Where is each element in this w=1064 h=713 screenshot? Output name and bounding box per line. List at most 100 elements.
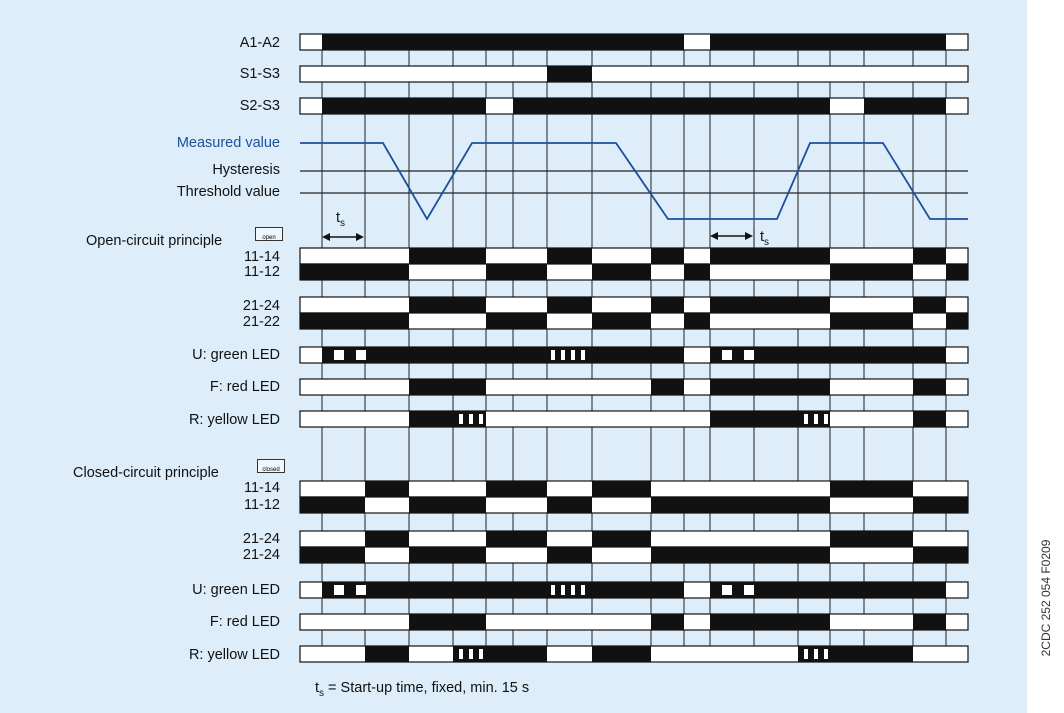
ts-arrow-left-head-b <box>356 233 364 241</box>
bar-open-yellow-pulse-blink-2 <box>479 414 483 424</box>
bar-open-11-a <box>299 247 969 265</box>
bar-open-green-segment-1 <box>710 347 946 363</box>
bar-open-11-b-segment-5 <box>946 264 968 280</box>
bar-open-11-a-segment-3 <box>710 248 830 264</box>
bar-open-21-a-segment-0 <box>409 297 486 313</box>
timing-diagram-panel: A1-A2 S1-S3 S2-S3 Measured value Hystere… <box>0 0 1027 713</box>
label-hysteresis: Hysteresis <box>212 162 280 178</box>
bar-open-11-a-segment-1 <box>547 248 592 264</box>
ts-marker-left-sub: s <box>340 217 346 229</box>
bar-closed-green-start-blink-1 <box>356 585 366 595</box>
bar-open-green-start-blink-1 <box>356 350 366 360</box>
bar-s2s3-segment-0 <box>322 98 486 114</box>
bar-closed-yellow-pulse-blink-1 <box>469 649 473 659</box>
bar-closed-21-a-segment-0 <box>365 531 409 547</box>
bar-open-11-b-segment-1 <box>486 264 547 280</box>
bar-open-21-a <box>299 296 969 314</box>
bar-open-11-a-segment-4 <box>913 248 946 264</box>
label-o-11-14: 11-14 <box>243 249 280 265</box>
bar-closed-green-s1-blink-3 <box>581 585 585 595</box>
bar-closed-21-a-segment-1 <box>486 531 547 547</box>
closed-badge-text: closed <box>262 467 280 473</box>
bar-open-11-b-segment-4 <box>830 264 913 280</box>
measured-value-trace <box>300 142 968 221</box>
bar-open-yellow-pulse2-blink-2 <box>824 414 828 424</box>
bar-s2s3-segment-2 <box>864 98 946 114</box>
bar-open-yellow-pulse2-blink-0 <box>804 414 808 424</box>
bar-open-green-restart-blink-1 <box>744 350 754 360</box>
bar-open-green-s1-blink-2 <box>571 350 575 360</box>
ts-marker-right-t: t <box>760 229 765 245</box>
bar-closed-yellow-segment-1 <box>453 646 547 662</box>
bar-closed-green-s1-blink-0 <box>551 585 555 595</box>
bar-open-21-a-segment-2 <box>651 297 684 313</box>
bar-closed-green-s1-blink-2 <box>571 585 575 595</box>
label-c-green-led: U: green LED <box>192 582 280 598</box>
open-circuit-badge-icon: open <box>255 227 283 241</box>
bar-s1s3-segment-0 <box>547 66 592 82</box>
bar-open-yellow-pulse-blink-1 <box>469 414 473 424</box>
bar-open-red-segment-3 <box>913 379 946 395</box>
bar-closed-21-b-segment-3 <box>651 547 830 563</box>
bar-closed-11-a-segment-1 <box>486 481 547 497</box>
footnote-sub: s <box>319 687 325 699</box>
label-c-yellow-led: R: yellow LED <box>188 647 280 663</box>
bar-open-21-b-segment-1 <box>486 313 547 329</box>
bar-s2s3-segment-1 <box>513 98 830 114</box>
bar-open-11-a-segment-2 <box>651 248 684 264</box>
bar-open-green-s1-blink-0 <box>551 350 555 360</box>
bar-closed-green-start-blink-0 <box>334 585 344 595</box>
bar-closed-yellow-segment-0 <box>365 646 409 662</box>
bar-open-21-b-segment-0 <box>300 313 409 329</box>
bar-open-11-a-segment-0 <box>409 248 486 264</box>
bar-closed-green-segment-0 <box>322 582 684 598</box>
label-o-21-24: 21-24 <box>242 298 280 314</box>
label-o-21-22: 21-22 <box>242 314 280 330</box>
bar-open-green-s1-blink-1 <box>561 350 565 360</box>
bar-closed-11-b-segment-1 <box>409 497 486 513</box>
bar-open-yellow-segment-0 <box>409 411 486 427</box>
ts-arrow-right-head-b <box>745 232 753 240</box>
bar-open-11-b-segment-3 <box>684 264 710 280</box>
bar-open-21-a-segment-4 <box>913 297 946 313</box>
bar-s1s3 <box>299 65 969 83</box>
open-badge-text: open <box>262 235 276 241</box>
bar-open-green-s1-blink-3 <box>581 350 585 360</box>
label-c-21-24b: 21-24 <box>242 547 280 563</box>
bar-closed-red-segment-3 <box>913 614 946 630</box>
bar-closed-yellow-pulse2-blink-2 <box>824 649 828 659</box>
label-c-red-led: F: red LED <box>209 614 280 630</box>
bar-closed-yellow-pulse2-blink-0 <box>804 649 808 659</box>
label-o-red-led: F: red LED <box>209 379 280 395</box>
bar-closed-green-segment-1 <box>710 582 946 598</box>
bar-open-21-a-segment-1 <box>547 297 592 313</box>
bar-closed-red-segment-2 <box>710 614 830 630</box>
bar-open-red-segment-2 <box>710 379 830 395</box>
bar-closed-11-a-segment-3 <box>830 481 913 497</box>
bar-open-21-b-segment-4 <box>830 313 913 329</box>
bar-closed-red <box>299 613 969 631</box>
bar-open-yellow <box>299 410 969 428</box>
label-c-11-12: 11-12 <box>243 497 280 513</box>
ts-marker-right: ts <box>760 229 769 251</box>
label-measured-value: Measured value <box>176 135 280 151</box>
label-o-green-led: U: green LED <box>192 347 280 363</box>
bar-open-21-b-segment-3 <box>684 313 710 329</box>
bar-open-yellow-segment-2 <box>913 411 946 427</box>
bar-closed-21-a-segment-3 <box>830 531 913 547</box>
bar-closed-21-b <box>299 546 969 564</box>
bar-closed-21-b-segment-2 <box>547 547 592 563</box>
bar-open-21-a-segment-3 <box>710 297 830 313</box>
label-o-yellow-led: R: yellow LED <box>188 412 280 428</box>
bar-closed-yellow-pulse2-blink-1 <box>814 649 818 659</box>
ts-arrow-left-head-a <box>322 233 330 241</box>
bar-closed-11-b-segment-3 <box>651 497 830 513</box>
bar-closed-green-s1-blink-1 <box>561 585 565 595</box>
bar-a1a2-segment-0 <box>322 34 684 50</box>
bar-closed-11-b-segment-4 <box>913 497 968 513</box>
label-s1s3: S1-S3 <box>239 66 280 82</box>
label-a1a2: A1-A2 <box>239 35 280 51</box>
document-id: 2CDC 252 054 F0209 <box>1039 539 1053 657</box>
bar-closed-red-segment-0 <box>409 614 486 630</box>
footnote-text: = Start-up time, fixed, min. 15 s <box>324 680 530 696</box>
